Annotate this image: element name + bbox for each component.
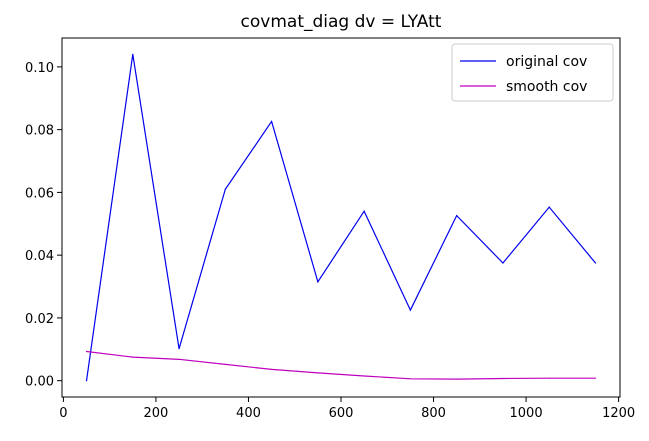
data-point bbox=[363, 210, 365, 212]
data-point bbox=[548, 206, 550, 208]
plot-area bbox=[85, 53, 597, 382]
y-tick-label: 0.04 bbox=[25, 249, 54, 264]
data-point bbox=[594, 262, 597, 264]
data-point bbox=[271, 368, 273, 370]
y-axis: 0.00 0.02 0.04 0.06 0.08 0.10 bbox=[25, 61, 62, 390]
data-point bbox=[502, 262, 504, 264]
data-point bbox=[594, 377, 597, 379]
data-point bbox=[363, 375, 365, 377]
data-point bbox=[132, 53, 134, 55]
data-point bbox=[317, 281, 319, 283]
data-point bbox=[85, 350, 88, 353]
x-tick-label: 200 bbox=[144, 406, 169, 421]
y-tick-label: 0.02 bbox=[25, 312, 54, 327]
data-point bbox=[409, 378, 411, 380]
x-tick-label: 1200 bbox=[602, 406, 635, 421]
x-axis: 0 200 400 600 800 1000 1200 bbox=[59, 397, 635, 421]
data-point bbox=[456, 378, 458, 380]
x-tick-label: 600 bbox=[329, 406, 354, 421]
data-point bbox=[132, 356, 134, 358]
x-tick-label: 800 bbox=[421, 406, 446, 421]
data-point bbox=[502, 377, 504, 380]
legend-box bbox=[451, 43, 614, 102]
x-tick-label: 400 bbox=[236, 406, 261, 421]
chart-title: covmat_diag dv = LYAtt bbox=[241, 12, 442, 32]
data-point bbox=[85, 380, 88, 382]
data-point bbox=[456, 215, 458, 217]
y-tick-label: 0.00 bbox=[25, 375, 54, 390]
data-point bbox=[271, 120, 273, 123]
series-line-0 bbox=[85, 54, 596, 381]
y-tick-label: 0.08 bbox=[25, 124, 54, 139]
y-tick-label: 0.06 bbox=[25, 186, 54, 201]
data-point bbox=[224, 363, 226, 365]
series-line-1 bbox=[86, 350, 596, 380]
legend-label-0: original cov bbox=[506, 54, 587, 70]
x-tick-label: 1000 bbox=[510, 406, 543, 421]
legend-label-1: smooth cov bbox=[506, 79, 587, 95]
x-tick-label: 0 bbox=[59, 406, 67, 421]
data-point bbox=[178, 348, 180, 350]
data-point bbox=[317, 372, 319, 374]
data-point bbox=[224, 188, 226, 190]
data-point bbox=[178, 358, 180, 360]
data-point bbox=[548, 377, 550, 379]
legend: original cov smooth cov bbox=[451, 43, 614, 102]
y-tick-label: 0.10 bbox=[25, 61, 54, 76]
data-point bbox=[409, 309, 411, 311]
